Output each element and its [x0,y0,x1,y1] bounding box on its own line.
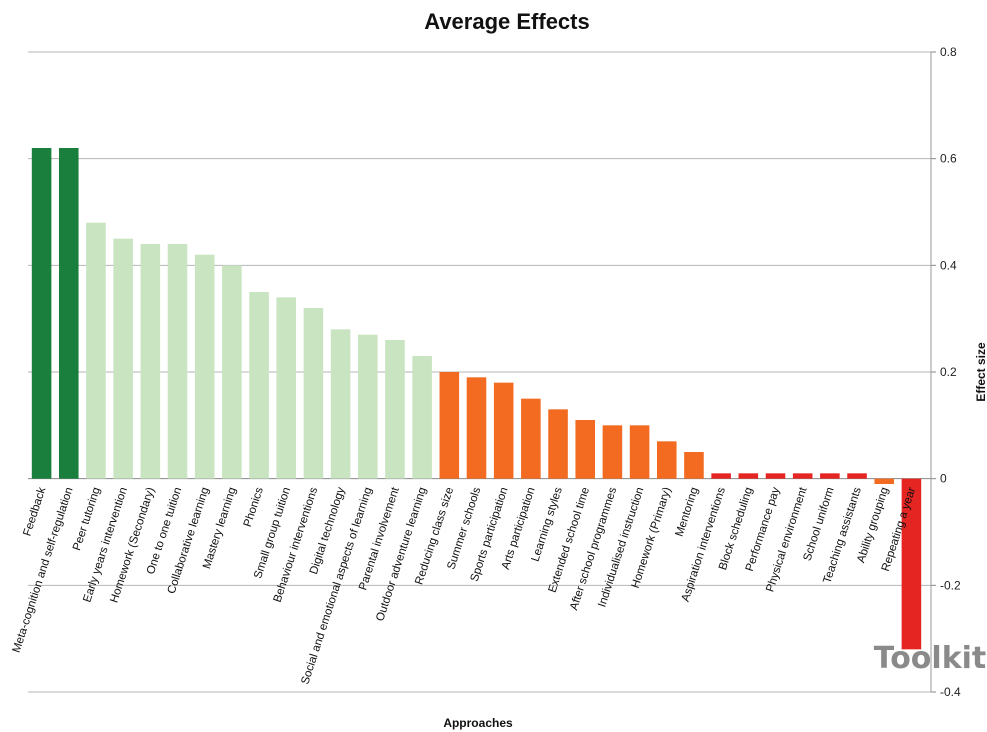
y-tick-label: 0.8 [940,45,957,59]
bar [792,473,813,479]
bar [548,409,568,479]
category-label: Meta-cognition and self-regulation [11,486,76,654]
bar [466,377,487,479]
bar [385,340,405,479]
bar [711,473,731,479]
gridlines [28,51,936,693]
y-tick-label: 0.4 [940,258,957,272]
bars [31,148,922,650]
bar [602,425,623,479]
category-label: Feedback [21,486,48,538]
y-tick-labels: 0.8 0.6 0.4 0.2 0 -0.2 -0.4 [940,45,961,699]
bar [901,478,922,650]
bar [330,329,351,479]
y-axis-label: Effect size [974,342,987,402]
bar [684,452,704,479]
bar [31,148,52,479]
bar [357,334,378,479]
bar [521,398,541,479]
category-label: Mentoring [674,486,701,538]
y-tick-label: -0.4 [940,685,961,699]
bar [820,473,840,479]
bar [58,148,79,479]
category-label: Outdoor adventure learning [374,486,429,623]
bar [140,244,161,479]
bar [847,473,867,479]
bar [738,473,759,479]
y-tick-label: 0.2 [940,365,957,379]
chart-title: Average Effects [424,9,589,34]
bar [765,473,786,479]
bar [86,222,106,479]
bar [439,372,460,479]
bar [276,297,297,479]
bar [167,244,188,479]
y-tick-label: 0.6 [940,152,957,166]
bar [222,265,242,479]
y-tick-label: 0 [940,472,947,486]
bar [575,420,596,479]
bar [656,441,677,479]
toolkit-watermark: Toolkit [874,641,987,676]
bar [303,308,324,479]
bar [249,292,269,479]
bar [113,238,133,479]
category-label: Peer tutoring [71,486,103,552]
bar [874,478,895,484]
y-tick-label: -0.2 [940,578,961,592]
bar [629,425,650,479]
x-axis-label: Approaches [443,716,513,730]
category-label: Phonics [242,486,266,529]
bar [412,356,432,479]
bar [493,382,514,479]
bar [194,254,215,479]
